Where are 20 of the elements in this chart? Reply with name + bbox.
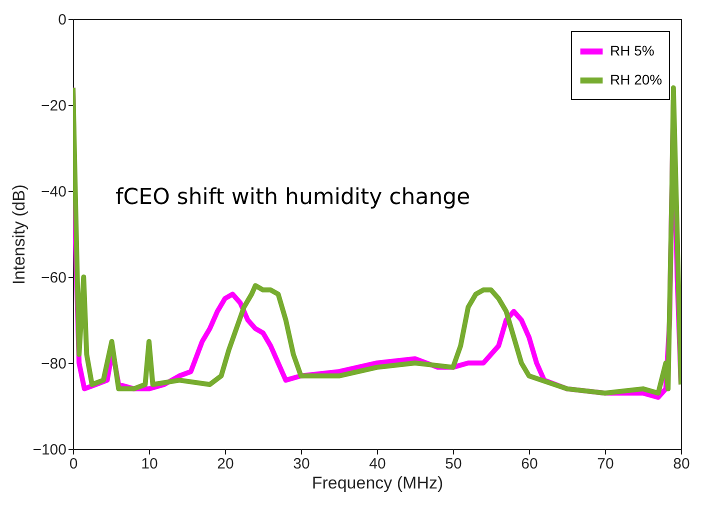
x-tick-label: 30 <box>293 456 310 472</box>
x-tick-label: 50 <box>445 456 462 472</box>
annotation: fCEO shift with humidity change <box>116 184 470 210</box>
x-tick-label: 70 <box>597 456 614 472</box>
y-tick-label: −100 <box>32 442 66 458</box>
legend-label: RH 20% <box>610 72 662 88</box>
x-tick-label: 20 <box>217 456 234 472</box>
x-tick-label: 0 <box>69 456 78 472</box>
y-tick-label: −60 <box>41 270 66 286</box>
x-tick-label: 10 <box>141 456 158 472</box>
x-tick-label: 40 <box>369 456 386 472</box>
y-tick-label: −40 <box>41 184 66 200</box>
x-tick-label: 80 <box>673 456 690 472</box>
y-tick-label: 0 <box>58 12 66 28</box>
y-tick-label: −20 <box>41 98 66 114</box>
legend-label: RH 5% <box>610 42 654 58</box>
y-axis-title: Intensity (dB) <box>10 184 29 285</box>
x-axis-title: Frequency (MHz) <box>312 474 444 492</box>
y-tick-label: −80 <box>41 356 66 372</box>
x-tick-label: 60 <box>521 456 538 472</box>
